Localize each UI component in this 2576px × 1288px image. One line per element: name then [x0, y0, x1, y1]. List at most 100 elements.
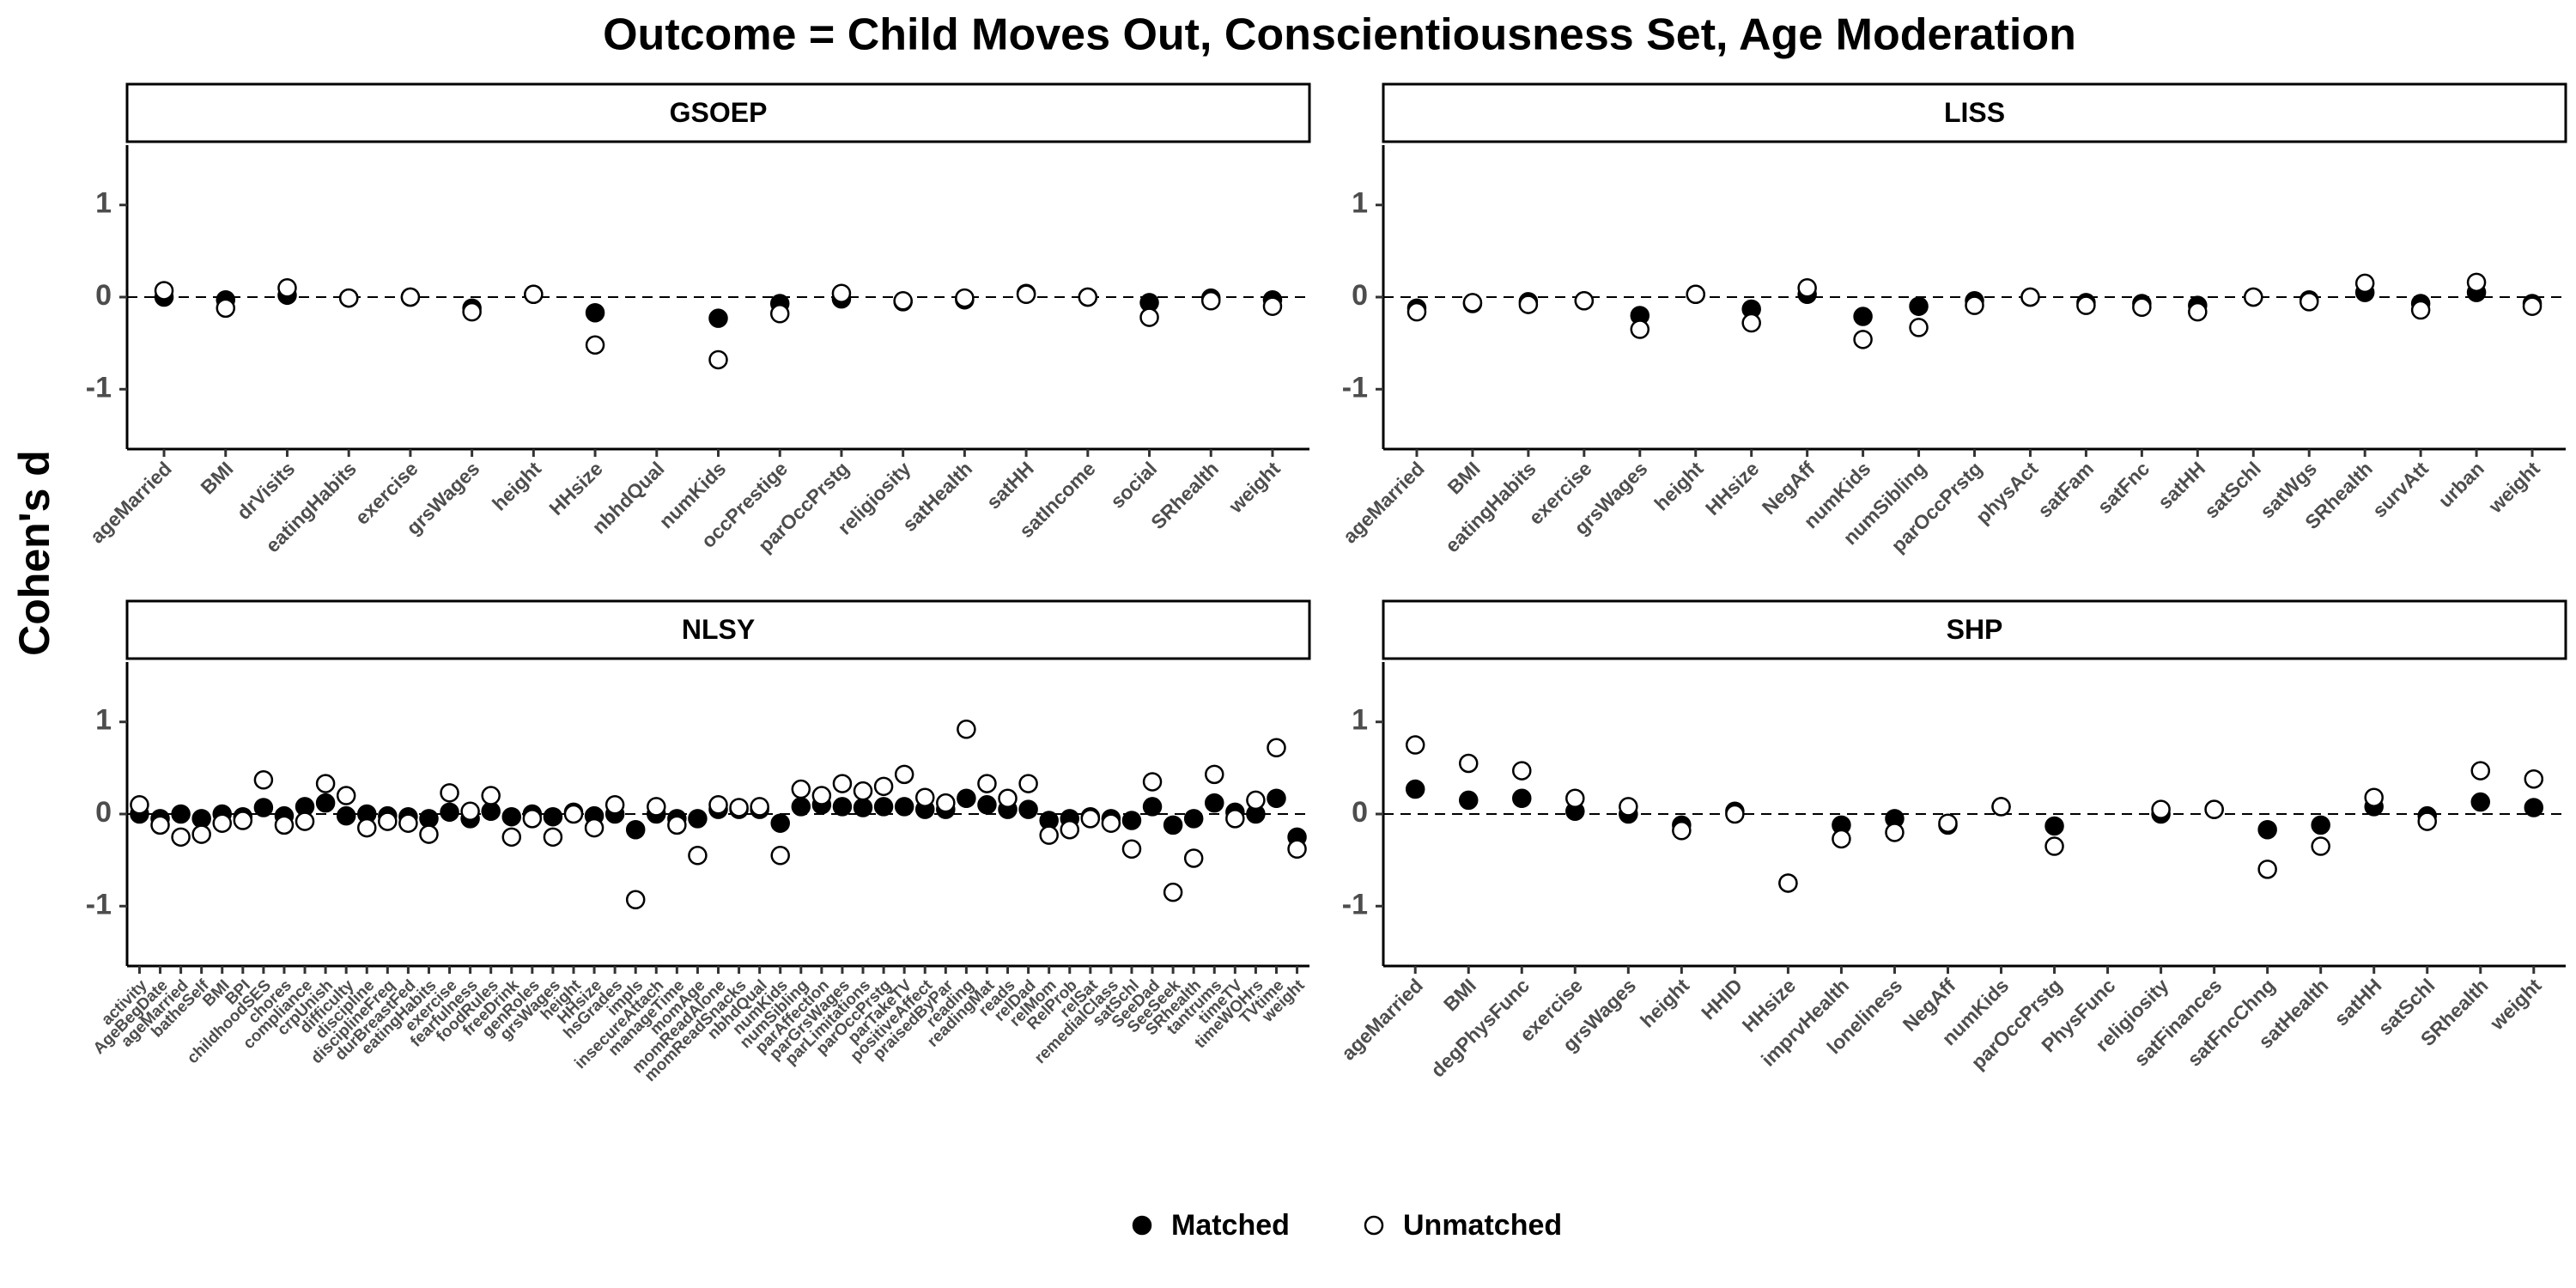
y-tick-label: 0	[95, 796, 112, 829]
data-point	[2522, 296, 2543, 316]
data-point	[1267, 788, 1286, 809]
data-point	[729, 798, 749, 817]
data-point	[253, 798, 274, 817]
data-point	[2299, 292, 2319, 312]
legend-marker	[1364, 1215, 1384, 1236]
facet-title: GSOEP	[670, 97, 768, 128]
data-point	[1225, 809, 1245, 829]
data-point	[2132, 297, 2152, 318]
data-point	[1121, 839, 1142, 860]
data-point	[667, 815, 687, 835]
data-point	[1060, 819, 1079, 840]
data-point	[1405, 779, 1425, 799]
data-point	[2470, 792, 2491, 812]
data-point	[585, 335, 605, 355]
data-point	[708, 349, 728, 370]
data-point	[585, 302, 605, 323]
facet-title: LISS	[1944, 97, 2005, 128]
data-point	[2470, 761, 2491, 781]
data-point	[2257, 860, 2277, 879]
data-point	[154, 281, 174, 301]
data-point	[1018, 774, 1038, 793]
data-point	[130, 795, 149, 815]
data-point	[171, 804, 191, 824]
data-point	[2188, 301, 2208, 322]
data-point	[1518, 295, 1539, 314]
data-point	[957, 788, 976, 809]
data-point	[1512, 761, 1532, 781]
data-point	[1018, 799, 1038, 819]
data-point	[2151, 799, 2171, 819]
data-point	[1205, 793, 1224, 813]
data-point	[2204, 799, 2224, 819]
data-point	[501, 806, 522, 827]
data-point	[2044, 836, 2064, 856]
data-point	[1139, 307, 1159, 327]
data-point	[2076, 295, 2096, 315]
y-tick-label: 0	[1352, 796, 1368, 829]
data-point	[2257, 819, 2277, 840]
data-point	[150, 815, 170, 835]
data-point	[1406, 301, 1427, 322]
data-point	[873, 797, 894, 817]
data-point	[1885, 823, 1905, 842]
data-point	[957, 720, 976, 739]
data-point	[1741, 313, 1761, 333]
data-point	[625, 819, 646, 840]
data-point	[688, 846, 708, 866]
data-point	[625, 890, 646, 910]
data-point	[2417, 811, 2437, 831]
data-point	[1630, 319, 1650, 339]
data-point	[1101, 813, 1121, 833]
data-point	[543, 806, 563, 827]
data-point	[462, 301, 482, 322]
data-point	[1672, 821, 1692, 841]
data-point	[1163, 815, 1183, 835]
data-point	[2311, 815, 2330, 835]
data-point	[955, 288, 975, 308]
data-point	[1246, 790, 1266, 811]
data-point	[440, 783, 459, 803]
data-point	[1142, 797, 1163, 817]
data-point	[357, 817, 377, 838]
data-point	[811, 786, 832, 805]
data-point	[1205, 764, 1224, 785]
facet-strip	[1382, 82, 2567, 143]
data-point	[1938, 813, 1958, 833]
data-point	[2524, 798, 2544, 817]
legend-label: Unmatched	[1403, 1209, 1562, 1242]
facet-title: SHP	[1947, 614, 2003, 645]
y-tick-label: 1	[95, 187, 112, 220]
data-point	[460, 801, 480, 822]
data-point	[501, 827, 522, 848]
data-point	[2354, 273, 2375, 294]
y-tick-label: -1	[1342, 371, 1368, 404]
data-point	[647, 797, 666, 817]
data-point	[791, 797, 811, 817]
data-point	[1183, 809, 1204, 829]
data-point	[233, 811, 253, 830]
data-point	[1458, 790, 1479, 811]
data-point	[295, 811, 315, 831]
data-point	[1725, 804, 1745, 824]
facet-strip	[125, 82, 1311, 143]
data-point	[1574, 291, 1595, 311]
data-point	[481, 786, 501, 805]
data-point	[2244, 287, 2263, 307]
data-point	[2311, 836, 2330, 856]
data-point	[832, 774, 853, 793]
y-tick-label: 0	[1352, 279, 1368, 312]
facet-strip	[125, 599, 1311, 660]
data-point	[894, 764, 914, 785]
data-point	[2410, 300, 2431, 320]
facet-strip	[1382, 599, 2567, 660]
y-tick-label: 1	[1352, 704, 1368, 737]
data-point	[894, 797, 914, 817]
y-tick-label: -1	[86, 371, 112, 404]
data-point	[1267, 738, 1286, 758]
data-point	[1462, 293, 1483, 313]
y-tick-label: 0	[95, 279, 112, 312]
data-point	[2020, 287, 2040, 307]
data-point	[1262, 296, 1283, 316]
